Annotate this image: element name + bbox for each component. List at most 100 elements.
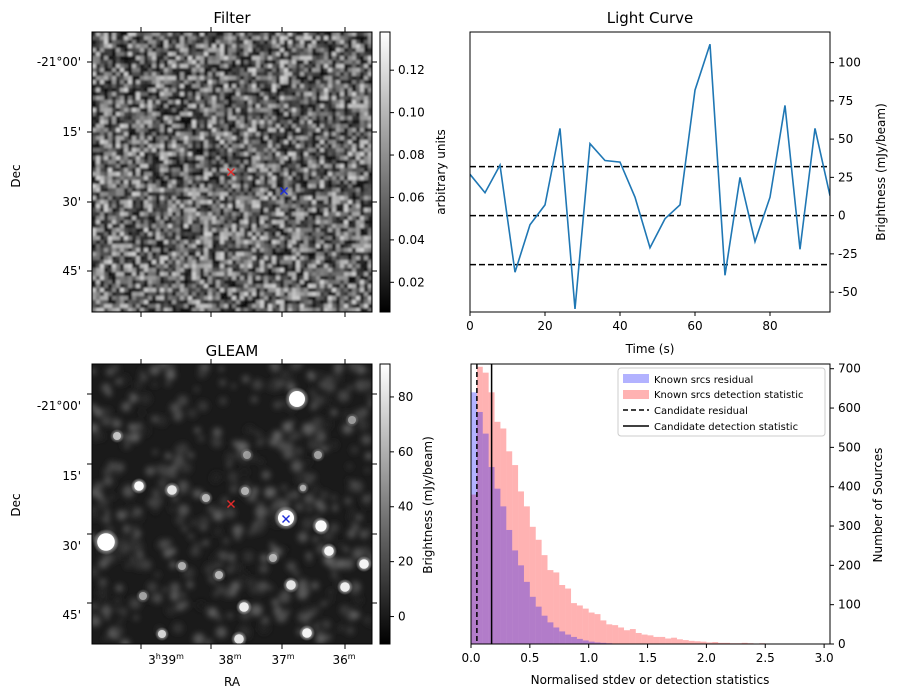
filter-pixel [132,152,136,156]
filter-pixel [172,180,176,184]
filter-pixel [368,272,372,276]
filter-pixel [316,200,320,204]
filter-pixel [332,136,336,140]
filter-pixel [212,96,216,100]
filter-pixel [352,188,356,192]
filter-pixel [232,304,236,308]
filter-pixel [100,280,104,284]
filter-pixel [320,40,324,44]
filter-pixel [288,308,292,312]
filter-pixel [112,220,116,224]
filter-pixel [192,176,196,180]
filter-pixel [164,172,168,176]
filter-pixel [120,108,124,112]
filter-pixel [252,40,256,44]
filter-pixel [224,112,228,116]
filter-pixel [152,200,156,204]
filter-pixel [232,208,236,212]
filter-pixel [300,124,304,128]
filter-pixel [208,112,212,116]
filter-pixel [100,48,104,52]
filter-pixel [232,236,236,240]
filter-pixel [200,144,204,148]
filter-pixel [272,152,276,156]
filter-pixel [288,104,292,108]
filter-pixel [152,204,156,208]
filter-pixel [292,204,296,208]
filter-pixel [124,256,128,260]
filter-pixel [196,196,200,200]
filter-pixel [232,112,236,116]
filter-pixel [276,132,280,136]
filter-pixel [228,132,232,136]
filter-pixel [360,224,364,228]
filter-pixel [156,148,160,152]
filter-pixel [252,56,256,60]
filter-pixel [160,120,164,124]
filter-pixel [348,128,352,132]
filter-pixel [360,300,364,304]
filter-pixel [332,112,336,116]
filter-pixel [332,100,336,104]
filter-pixel [316,32,320,36]
filter-pixel [204,252,208,256]
filter-pixel [288,116,292,120]
filter-pixel [308,36,312,40]
filter-pixel [184,304,188,308]
filter-pixel [360,260,364,264]
filter-pixel [100,100,104,104]
filter-pixel [292,68,296,72]
filter-pixel [108,156,112,160]
filter-pixel [128,144,132,148]
filter-pixel [168,264,172,268]
filter-pixel [208,200,212,204]
filter-pixel [208,92,212,96]
filter-pixel [352,64,356,68]
filter-pixel [336,172,340,176]
filter-pixel [260,184,264,188]
filter-pixel [160,272,164,276]
filter-pixel [340,36,344,40]
filter-pixel [192,248,196,252]
filter-pixel [160,160,164,164]
filter-pixel [108,248,112,252]
filter-pixel [172,100,176,104]
filter-pixel [304,88,308,92]
filter-pixel [368,296,372,300]
filter-pixel [148,160,152,164]
filter-pixel [224,32,228,36]
filter-pixel [192,76,196,80]
filter-pixel [208,64,212,68]
filter-pixel [184,284,188,288]
filter-pixel [332,280,336,284]
filter-pixel [348,68,352,72]
filter-pixel [120,208,124,212]
filter-pixel [360,60,364,64]
filter-pixel [184,140,188,144]
filter-pixel [320,272,324,276]
filter-pixel [268,196,272,200]
filter-pixel [212,232,216,236]
filter-pixel [240,84,244,88]
filter-pixel [316,84,320,88]
filter-pixel [124,224,128,228]
filter-pixel [108,76,112,80]
filter-pixel [284,276,288,280]
filter-pixel [184,64,188,68]
filter-pixel [360,80,364,84]
filter-pixel [364,212,368,216]
filter-pixel [328,300,332,304]
filter-pixel [308,112,312,116]
filter-pixel [148,212,152,216]
filter-pixel [172,292,176,296]
filter-pixel [280,152,284,156]
filter-pixel [188,108,192,112]
filter-pixel [140,192,144,196]
filter-pixel [244,160,248,164]
filter-pixel [304,120,308,124]
filter-pixel [324,172,328,176]
filter-pixel [300,68,304,72]
filter-pixel [108,200,112,204]
filter-pixel [192,60,196,64]
filter-pixel [144,100,148,104]
